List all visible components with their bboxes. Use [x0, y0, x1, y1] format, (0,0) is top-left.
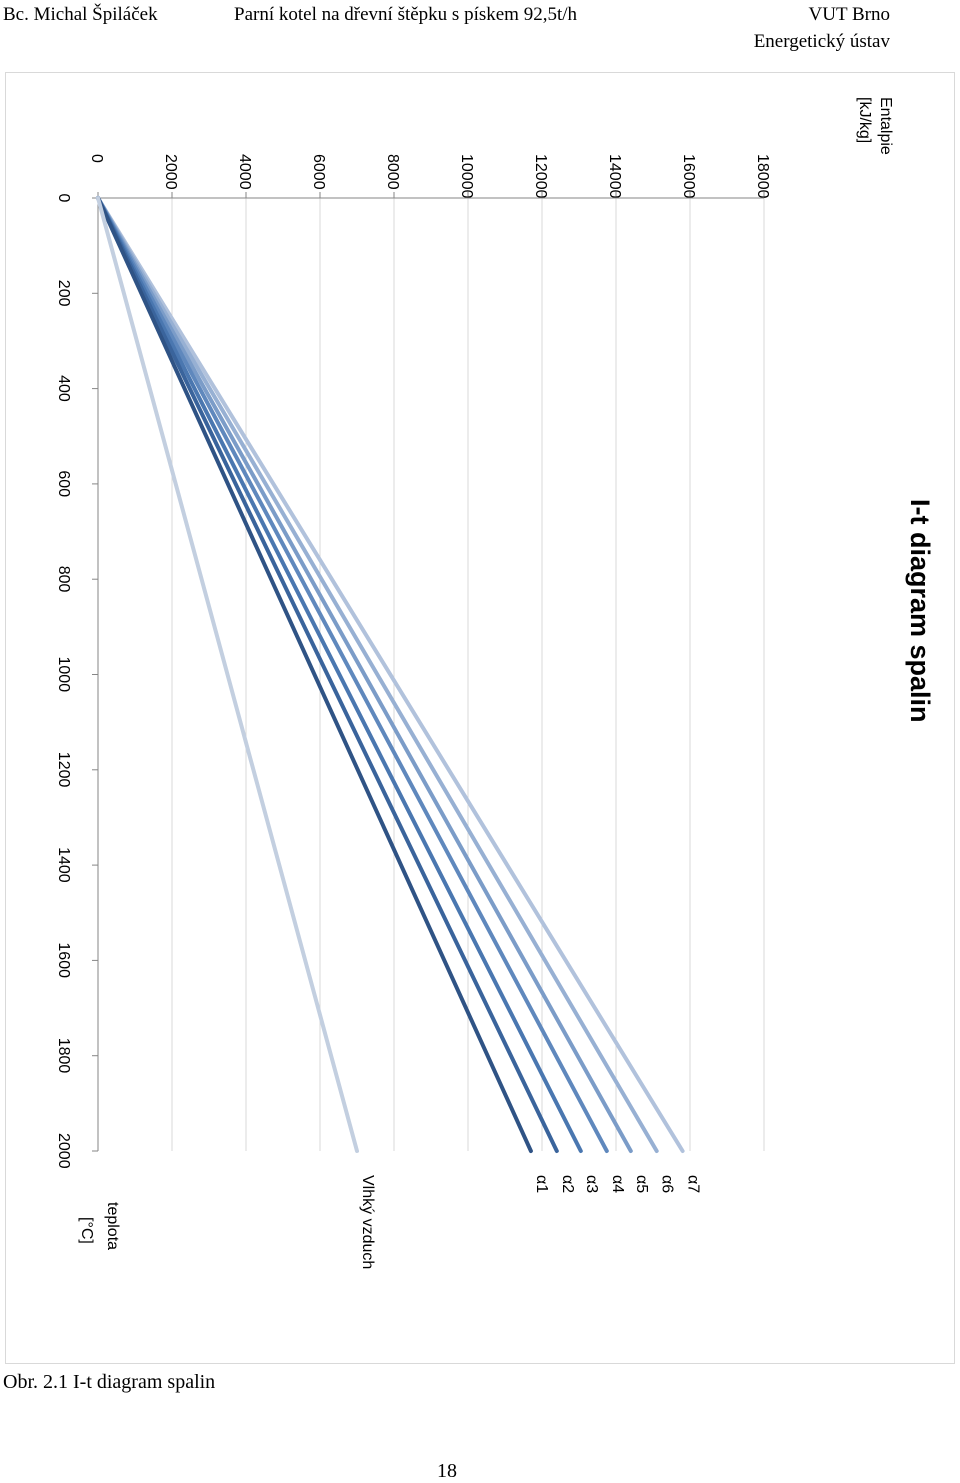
figure-caption: Obr. 2.1 I-t diagram spalin: [3, 1371, 216, 1393]
y-tick-label: 0: [88, 154, 105, 163]
y-tick-label: 16000: [680, 154, 697, 199]
series-line-5: [96, 196, 559, 1153]
series-label: α6: [659, 1175, 676, 1193]
series-line-7: [96, 196, 359, 1153]
x-tick-label: 1000: [55, 657, 72, 693]
y-tick-label: 4000: [236, 154, 253, 190]
x-tick-label: 600: [55, 470, 72, 497]
x-tick-label: 400: [55, 375, 72, 402]
x-tick-label: 800: [55, 566, 72, 593]
y-axis-label-unit: [kJ/kg]: [856, 97, 873, 143]
x-tick-label: 200: [55, 280, 72, 307]
y-tick-label: 12000: [532, 154, 549, 199]
x-tick-label: 1400: [55, 847, 72, 883]
x-tick-label: 1600: [55, 942, 72, 978]
it-diagram-chart: 0 2000 4000 6000 8000 10000 12000 14000 16000 180…: [55, 97, 935, 1269]
y-tick-label: 18000: [754, 154, 771, 199]
series-line-2: [96, 196, 633, 1153]
y-tick-label: 10000: [458, 154, 475, 199]
series-line-3: [96, 196, 609, 1153]
header-university: VUT Brno: [808, 4, 890, 25]
series-line-0: [96, 196, 685, 1153]
header-author: Bc. Michal Špiláček: [3, 4, 158, 25]
series-line-6: [96, 196, 533, 1153]
series-label: α5: [633, 1175, 650, 1193]
x-tick-label: 1200: [55, 752, 72, 788]
series-label: α1: [533, 1175, 550, 1193]
y-tick-label: 14000: [606, 154, 623, 199]
x-tick-label: 2000: [55, 1133, 72, 1169]
y-tick-label: 2000: [162, 154, 179, 190]
series-label: α2: [559, 1175, 576, 1193]
header-institute: Energetický ústav: [753, 31, 890, 52]
series-line-4: [96, 196, 583, 1153]
page-number: 18: [437, 1460, 457, 1482]
series-label: α3: [583, 1175, 600, 1193]
x-axis-label-unit: [°C]: [78, 1217, 95, 1244]
y-tick-label: 8000: [384, 154, 401, 190]
x-tick-label: 1800: [55, 1038, 72, 1074]
series-line-1: [96, 196, 659, 1153]
series-label: α4: [609, 1175, 626, 1193]
chart-title: I-t diagram spalin: [905, 499, 935, 723]
chart-frame: 0 2000 4000 6000 8000 10000 12000 14000 16000 180…: [5, 72, 955, 1364]
series-label: Vlhký vzduch: [359, 1175, 376, 1269]
header-thesis-title: Parní kotel na dřevní štěpku s pískem 92…: [234, 4, 578, 25]
x-axis-label: teplota: [104, 1202, 121, 1250]
series-label: α7: [685, 1175, 702, 1193]
y-axis-label: Entalpie: [877, 97, 894, 155]
x-tick-label: 0: [55, 194, 72, 203]
y-tick-label: 6000: [310, 154, 327, 190]
